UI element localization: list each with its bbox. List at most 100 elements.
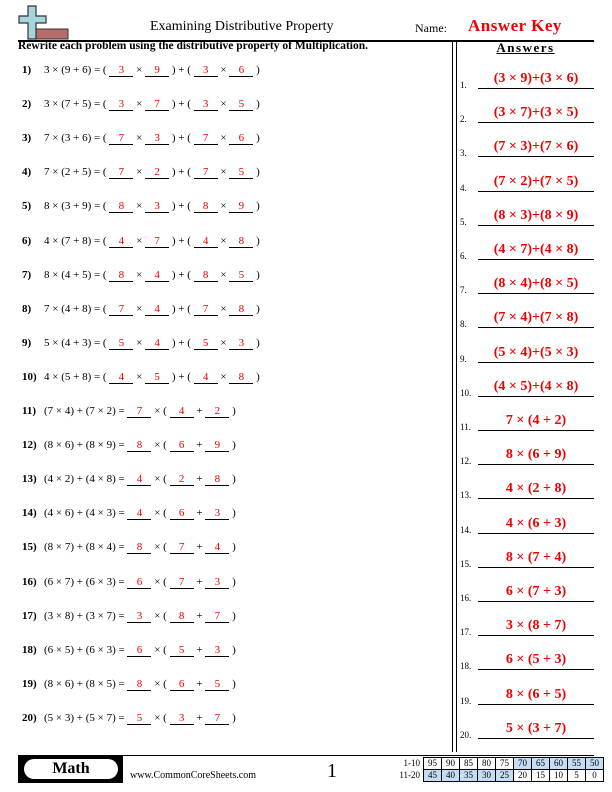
answer-blank: 5 — [127, 712, 152, 725]
problem-row: 14) (4 × 6) + (4 × 3) = 4 × ( 6 + 3 ) — [22, 507, 236, 521]
problem-number: 6) — [22, 234, 32, 247]
answer-blank: 3 — [145, 132, 170, 146]
operator: × ( — [151, 541, 170, 554]
problem-expression: (8 × 6) + (8 × 9) = — [44, 439, 125, 452]
answer-row: 8. (7 × 4)+(7 × 8) — [460, 309, 594, 329]
operator: × — [217, 98, 230, 111]
answer-number: 18. — [460, 661, 472, 672]
answer-row: 14. 4 × (6 + 3) — [460, 515, 594, 535]
answer-blank: 7 — [205, 712, 230, 725]
operator: × ( — [151, 439, 170, 452]
operator: × ( — [151, 677, 170, 690]
problem-number: 16) — [22, 575, 37, 588]
answer-number: 1. — [460, 80, 467, 90]
answer-blank: 3 — [193, 98, 218, 112]
operator: ) — [229, 677, 236, 690]
answer-blank: 4 — [193, 371, 218, 384]
answer-blank: 5 — [109, 337, 134, 350]
score-cell: 95 — [423, 757, 442, 770]
page-number: 1 — [327, 760, 337, 782]
answer-blank: 8 — [193, 269, 218, 282]
problem-expression: 7 × (4 + 8) = ( — [44, 302, 107, 315]
problem-row: 4) 7 × (2 + 5) = ( 7 × 2 ) + ( 7 × 5 ) — [22, 166, 260, 180]
problem-number: 9) — [22, 336, 32, 349]
answer-text: 4 × (2 + 8) — [505, 481, 567, 497]
operator: ) + ( — [169, 336, 194, 349]
operator: ) — [253, 166, 260, 179]
answer-row: 17. 3 × (8 + 7) — [460, 617, 594, 637]
problem-expression: (8 × 7) + (8 × 4) = — [44, 541, 125, 554]
answer-blank: 8 — [109, 269, 134, 282]
answer-blank: 7 — [127, 405, 152, 418]
problem-number: 4) — [22, 166, 32, 179]
operator: + — [193, 711, 206, 724]
operator: × — [217, 302, 230, 315]
score-cell: 70 — [513, 757, 532, 770]
answer-blank: 7 — [205, 610, 230, 623]
answer-blank: 8 — [229, 235, 254, 248]
answer-blank: 5 — [193, 337, 218, 350]
problem-expression: (4 × 2) + (4 × 8) = — [44, 473, 125, 486]
answer-text: 5 × (3 + 7) — [505, 720, 567, 736]
answers-heading: Answers — [496, 40, 555, 55]
answer-text: (8 × 4)+(8 × 5) — [493, 276, 579, 292]
problem-row: 1) 3 × (9 + 6) = ( 3 × 9 ) + ( 3 × 6 ) — [22, 64, 260, 77]
answer-text: (8 × 3)+(8 × 9) — [493, 207, 579, 223]
problem-number: 7) — [22, 268, 32, 281]
answer-number: 20. — [460, 729, 472, 740]
operator: ) — [253, 98, 260, 111]
operator: ) + ( — [169, 370, 194, 383]
answer-line — [478, 122, 594, 124]
problem-row: 7) 8 × (4 + 5) = ( 8 × 4 ) + ( 8 × 5 ) — [22, 269, 260, 282]
worksheet-title: Examining Distributive Property — [150, 19, 334, 34]
operator: × ( — [151, 643, 170, 656]
answer-blank: 6 — [169, 678, 194, 691]
score-cell: 45 — [423, 769, 442, 782]
operator: ) — [253, 268, 260, 281]
answer-line — [478, 327, 594, 329]
operator: × — [133, 370, 146, 383]
answer-blank: 8 — [169, 610, 194, 623]
problem-expression: 4 × (7 + 8) = ( — [44, 234, 107, 247]
answer-number: 5. — [460, 216, 467, 227]
answer-blank: 3 — [109, 98, 134, 112]
answer-row: 1. (3 × 9)+(3 × 6) — [460, 70, 594, 90]
answer-row: 7. (8 × 4)+(8 × 5) — [460, 275, 594, 295]
answer-number: 16. — [460, 593, 472, 603]
answer-number: 9. — [460, 353, 467, 364]
operator: × — [217, 166, 230, 179]
answer-line — [478, 293, 594, 295]
answer-blank: 6 — [169, 439, 194, 453]
answer-blank: 9 — [145, 64, 170, 77]
score-cell: 40 — [441, 769, 460, 782]
score-cell: 35 — [459, 769, 478, 782]
answer-row: 10. (4 × 5)+(4 × 8) — [460, 378, 594, 398]
operator: + — [193, 677, 206, 690]
answer-line — [478, 703, 594, 705]
score-cell: 15 — [531, 769, 550, 782]
score-cell: 75 — [495, 757, 514, 770]
answer-blank: 4 — [205, 541, 230, 555]
problem-number: 12) — [22, 439, 37, 452]
problem-expression: 4 × (5 + 8) = ( — [44, 370, 107, 383]
problem-number: 20) — [22, 711, 37, 724]
answer-blank: 4 — [193, 235, 218, 248]
answer-blank: 5 — [145, 371, 170, 384]
answer-text: (4 × 7)+(4 × 8) — [493, 242, 579, 257]
problem-row: 12) (8 × 6) + (8 × 9) = 8 × ( 6 + 9 ) — [22, 439, 236, 453]
problem-row: 16) (6 × 7) + (6 × 3) = 6 × ( 7 + 3 ) — [22, 576, 236, 589]
problem-row: 5) 8 × (3 + 9) = ( 8 × 3 ) + ( 8 × 9 ) — [22, 200, 260, 214]
answer-row: 6. (4 × 7)+(4 × 8) — [460, 241, 594, 261]
problem-number: 5) — [22, 200, 32, 213]
answer-blank: 7 — [169, 541, 194, 555]
operator: + — [193, 643, 206, 656]
operator: ) + ( — [169, 98, 194, 111]
problem-number: 18) — [22, 643, 37, 656]
problem-number: 19) — [22, 677, 37, 690]
answer-number: 13. — [460, 490, 472, 501]
answer-blank: 7 — [109, 132, 134, 146]
score-cell: 0 — [585, 769, 604, 782]
operator: ) — [253, 64, 260, 76]
operator: × — [133, 234, 146, 247]
score-cell: 50 — [585, 757, 604, 770]
